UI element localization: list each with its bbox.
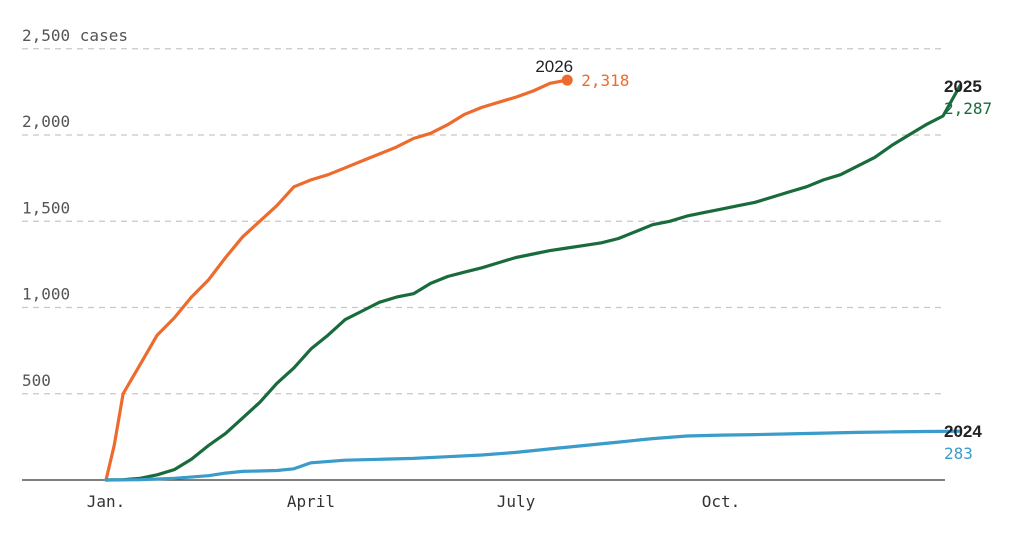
- y-tick-label: 2,000: [22, 112, 70, 131]
- series-line-2024: [104, 429, 962, 482]
- y-tick-label: 1,000: [22, 285, 70, 304]
- x-tick-label: July: [497, 492, 536, 511]
- y-tick-label: 500: [22, 371, 51, 390]
- series-value-label: 2,318: [581, 71, 629, 90]
- x-tick-label: Oct.: [702, 492, 741, 511]
- x-axis-ticks: Jan. April July Oct.: [87, 492, 741, 511]
- series-value-label: 2,287: [944, 99, 992, 118]
- series-line-2025: [104, 83, 962, 482]
- y-axis-ticks: 500 1,000 1,500 2,000 2,500 cases: [22, 26, 128, 390]
- series-labels: 2026 2,318 2025 2,287 2024 283: [535, 57, 992, 463]
- series-name-label: 2025: [944, 77, 982, 96]
- series-layer: [104, 74, 962, 482]
- series-name-label: 2026: [535, 57, 573, 76]
- series-line-2026: [104, 78, 569, 482]
- series-name-label: 2024: [944, 422, 982, 441]
- series-end-marker-2026: [561, 74, 573, 86]
- y-tick-label: 2,500 cases: [22, 26, 128, 45]
- grid-layer: [22, 48, 945, 481]
- series-value-label: 283: [944, 444, 973, 463]
- y-tick-label: 1,500: [22, 198, 70, 217]
- x-tick-label: Jan.: [87, 492, 126, 511]
- x-tick-label: April: [287, 492, 335, 511]
